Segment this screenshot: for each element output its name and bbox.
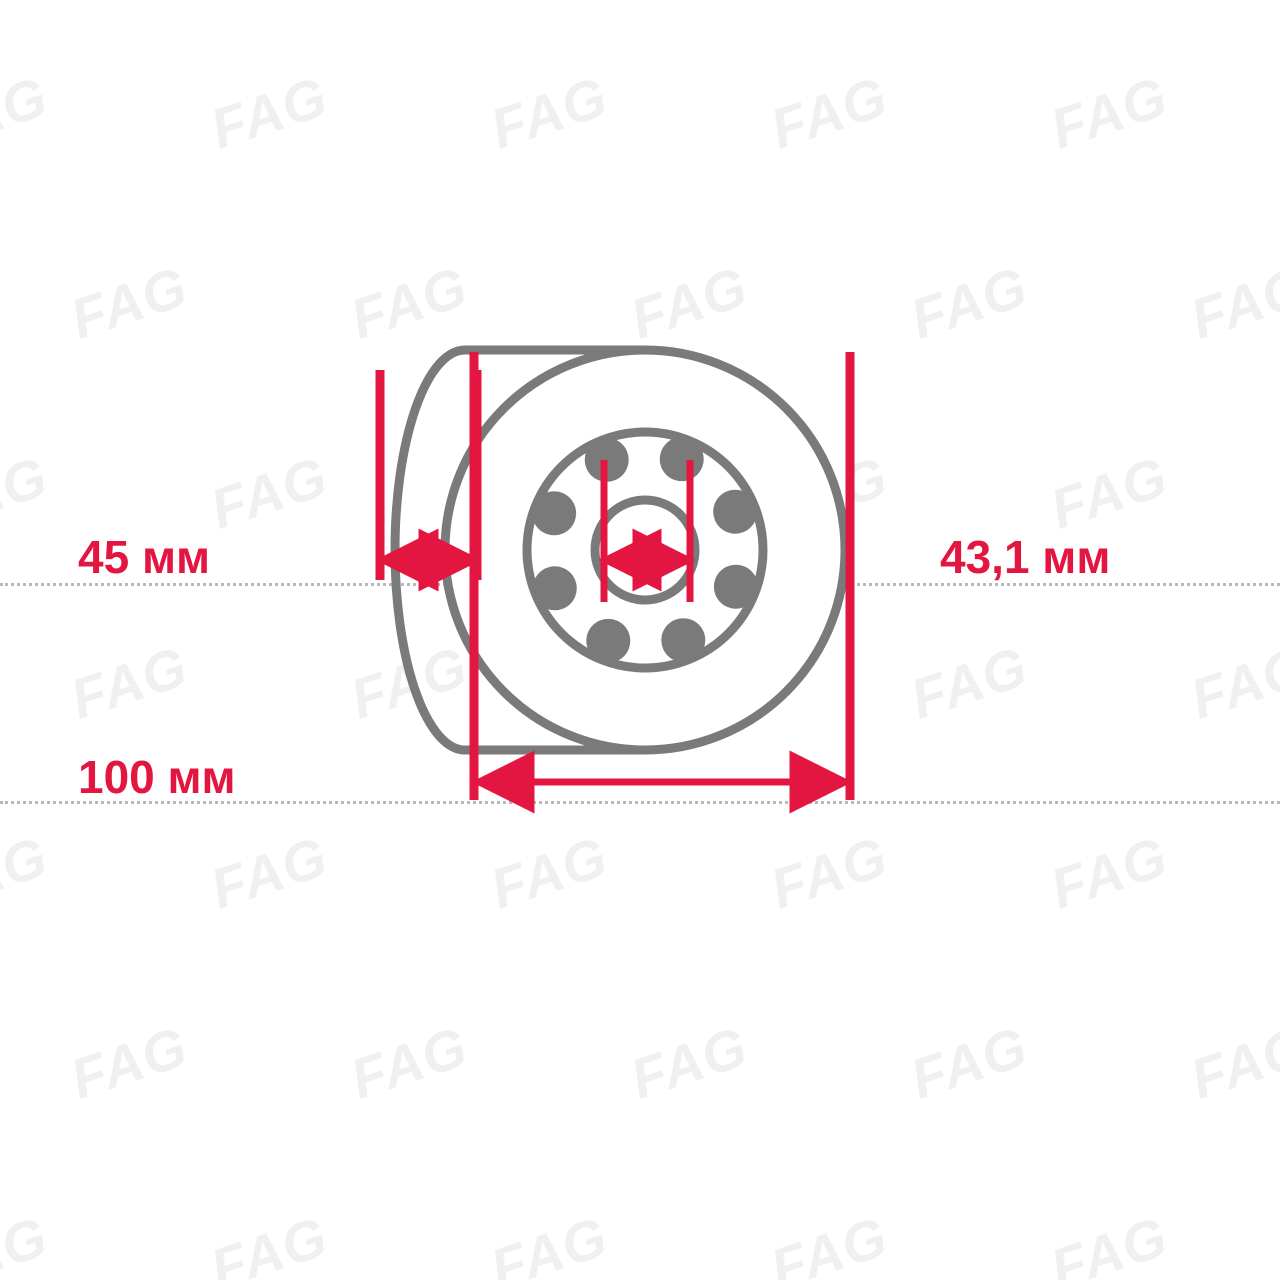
diagram-stage: 45 мм 43,1 мм 100 мм xyxy=(0,0,1280,1280)
dimension-label-width: 45 мм xyxy=(78,530,210,584)
bearing-drawing xyxy=(0,0,1280,1280)
dimension-label-outer: 100 мм xyxy=(78,750,236,804)
dimension-label-bore: 43,1 мм xyxy=(940,530,1110,584)
